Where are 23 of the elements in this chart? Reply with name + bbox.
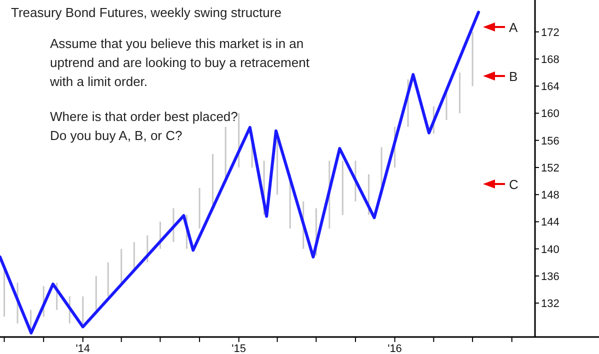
y-tick-label: 156 xyxy=(541,135,560,148)
y-tick-label: 140 xyxy=(541,244,560,256)
annotation: Do you buy A, B, or C? xyxy=(50,128,182,143)
y-tick-label: 160 xyxy=(541,108,560,120)
x-tick-label: '15 xyxy=(232,343,246,354)
annotation: with a limit order. xyxy=(49,74,148,89)
annotation: Assume that you believe this market is in an xyxy=(50,36,304,51)
y-tick-label: 136 xyxy=(541,270,560,283)
y-tick-label: 132 xyxy=(541,298,560,310)
x-tick-label: '14 xyxy=(76,343,90,354)
y-tick-label: 148 xyxy=(541,190,560,202)
y-tick-label: 172 xyxy=(541,26,560,39)
annotation: uptrend and are looking to buy a retracement xyxy=(50,55,310,70)
y-tick-label: 164 xyxy=(541,81,560,94)
x-tick-label: '16 xyxy=(388,343,402,354)
annotation: B xyxy=(509,69,518,84)
annotation: Where is that order best placed? xyxy=(50,109,238,124)
y-tick-label: 144 xyxy=(541,216,560,229)
annotation: A xyxy=(509,20,518,35)
y-tick-label: 152 xyxy=(541,162,560,174)
annotation: C xyxy=(509,177,518,192)
y-tick-label: 168 xyxy=(541,54,560,66)
chart-title: Treasury Bond Futures, weekly swing structure xyxy=(11,5,282,20)
